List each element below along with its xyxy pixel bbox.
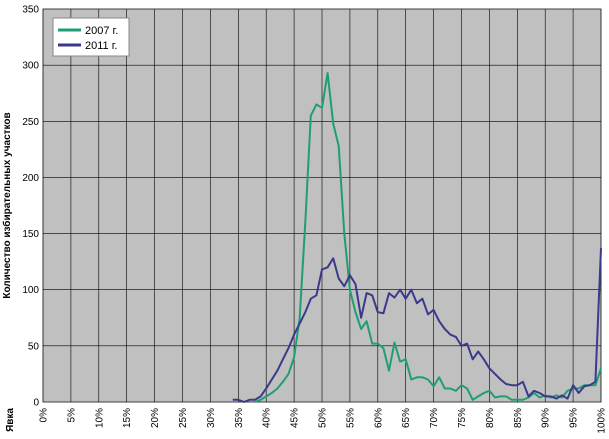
x-tick-label: 25% bbox=[178, 408, 189, 428]
x-tick-label: 60% bbox=[373, 408, 384, 428]
x-tick-label: 55% bbox=[345, 408, 356, 428]
x-axis-ticks: 0% 5% 10% 15% 20% 25% 30% 35% 40% 45% 50% 55% 60% 65%… bbox=[5, 408, 608, 434]
x-tick-label: 5% bbox=[66, 408, 77, 423]
x-tick-label: 90% bbox=[541, 408, 552, 428]
y-axis-label: Количество избирательных участков bbox=[1, 112, 13, 298]
legend-label-2007: 2007 г. bbox=[85, 25, 118, 37]
x-tick-label: 40% bbox=[262, 408, 273, 428]
series-line-2011 bbox=[232, 248, 602, 403]
x-tick-label: 15% bbox=[122, 408, 133, 428]
y-tick-label: 300 bbox=[22, 61, 39, 72]
x-tick-label: 75% bbox=[457, 408, 468, 428]
x-tick-label: 80% bbox=[485, 408, 496, 428]
x-tick-label: 100% bbox=[597, 408, 608, 434]
x-tick-label: 35% bbox=[234, 408, 245, 428]
legend-label-2011: 2011 г. bbox=[85, 40, 117, 52]
x-tick-label: 10% bbox=[94, 408, 105, 428]
y-tick-label: 250 bbox=[22, 117, 39, 128]
y-tick-label: 200 bbox=[22, 173, 39, 184]
series-lines bbox=[232, 72, 602, 403]
y-axis-ticks: 0 50 100 150 200 250 300 350 bbox=[22, 5, 39, 409]
y-tick-label: 100 bbox=[22, 285, 39, 296]
x-axis-label: Явка bbox=[5, 408, 16, 432]
y-tick-label: 150 bbox=[22, 229, 39, 240]
x-tick-label: 50% bbox=[318, 408, 329, 428]
legend-box bbox=[52, 17, 130, 57]
y-tick-label: 50 bbox=[28, 341, 40, 352]
x-tick-label: 45% bbox=[290, 408, 301, 428]
x-tick-label: 70% bbox=[429, 408, 440, 428]
x-tick-label: 0% bbox=[39, 408, 50, 423]
x-tick-label: 30% bbox=[206, 408, 217, 428]
x-tick-label: 65% bbox=[401, 408, 412, 428]
x-tick-label: 95% bbox=[569, 408, 580, 428]
gridlines bbox=[42, 8, 602, 403]
x-tick-label: 20% bbox=[150, 408, 161, 428]
y-tick-label: 0 bbox=[33, 398, 39, 409]
x-tick-label: 85% bbox=[513, 408, 524, 428]
y-tick-label: 350 bbox=[22, 5, 39, 16]
legend: 2007 г. 2011 г. bbox=[52, 17, 130, 57]
